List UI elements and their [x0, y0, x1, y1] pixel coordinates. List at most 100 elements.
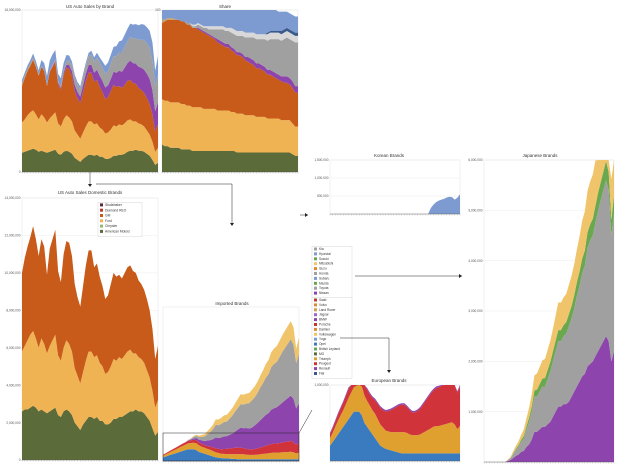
chart-share-title: Share [219, 4, 232, 9]
domestic-legend-label: Diamond REO [105, 208, 127, 212]
domestic-legend-label: GM [105, 214, 111, 218]
imports-series-area-4 [163, 339, 299, 455]
g-euro-legend-label: Land Rover [319, 308, 336, 312]
connector-arrow-4 [459, 274, 462, 278]
domestic-y-tick-label: 4,000,000 [6, 383, 20, 387]
g-euro-legend-swatch [314, 308, 317, 312]
domestic-y-tick-label: 0 [19, 458, 21, 462]
g-japan-legend-swatch [314, 257, 317, 261]
g-japan-legend-swatch [314, 281, 317, 285]
domestic-legend-swatch [100, 208, 103, 212]
domestic-legend-box [97, 202, 143, 237]
domestic-legend-label: American Motors [105, 230, 130, 234]
g-japan-legend-swatch [314, 276, 317, 280]
total-series-area-1 [22, 110, 158, 165]
domestic-legend-swatch [100, 203, 103, 207]
domestic-legend-label: Studebaker [105, 203, 123, 207]
g-euro-legend-label: British Leyland [319, 347, 340, 351]
chart-domestic: US Auto Sales Domestic Brands 0 2,000,000… [5, 190, 159, 462]
domestic-legend-label: Ford [105, 219, 112, 223]
connector-arrow-2 [230, 223, 234, 226]
domestic-legend-swatch [100, 219, 103, 223]
connector-domestic-imports [96, 183, 233, 225]
korean-series-area-0 [330, 194, 460, 214]
g-japan-legend-label: Hyundai [319, 252, 331, 256]
g-euro-legend-label: Daimler [319, 327, 331, 331]
g-euro-legend-label: MG [319, 352, 325, 356]
g-japan-legend-label: Mazda [319, 281, 329, 285]
japanese-series-area-0 [484, 336, 614, 462]
g-japan-legend-label: Mitsubishi [319, 262, 333, 266]
total-series-area-8 [22, 23, 158, 89]
domestic-y-tick-label: 10,000,000 [5, 271, 21, 275]
g-japan-legend-label: Subaru [319, 276, 330, 280]
domestic-series-area-1 [22, 330, 158, 436]
european-y-tick-label: 1,000,000 [314, 383, 328, 387]
domestic-legend-swatch [100, 214, 103, 217]
g-euro-legend-label: Triumph [319, 357, 331, 361]
japanese-y-tick-label: 1,000,000 [468, 410, 482, 414]
connector-zoom-european [298, 409, 313, 434]
domestic-legend-swatch [100, 224, 103, 228]
g-euro-legend-swatch [314, 303, 317, 307]
g-japan-legend-swatch [314, 286, 317, 290]
japanese-y-tick-label: 6,000,000 [468, 158, 482, 162]
japan-legend: KiaHyundaiSuzukiMitsubishiIsuzuHondaSuba… [311, 246, 353, 299]
total-y-tick-label: 0 [19, 170, 21, 174]
domestic-y-tick-label: 2,000,000 [6, 421, 20, 425]
total-series-area-4 [22, 58, 158, 132]
chart-imports-plot [162, 306, 300, 463]
g-euro-legend-label: Renault [319, 367, 330, 371]
g-euro-legend-swatch [314, 332, 317, 336]
japanese-y-tick-label: 2,000,000 [468, 360, 482, 364]
g-japan-legend-swatch [314, 272, 317, 275]
chart-japanese: Japanese Brands 1,000,000 2,000,000 3,000,… [468, 153, 615, 464]
chart-share-plot: 100 [155, 8, 299, 174]
g-euro-legend-label: Peugeot [319, 362, 331, 366]
g-japan-legend-swatch [314, 252, 317, 256]
g-euro-legend-swatch [314, 372, 317, 375]
korean-y-tick-label: 1,500,000 [314, 158, 328, 162]
imports-series-area-3 [163, 395, 299, 455]
g-japan-legend-swatch [314, 267, 317, 271]
japanese-y-tick-label: 3,000,000 [468, 309, 482, 313]
connectors [88, 172, 462, 462]
domestic-y-tick-label: 6,000,000 [6, 346, 20, 350]
domestic-series-area-0 [22, 405, 158, 460]
g-euro-legend-swatch [314, 327, 317, 331]
g-japan-legend-swatch [314, 291, 317, 295]
g-euro-legend-label: Volvo [319, 303, 327, 307]
imports-series-area-0 [163, 449, 299, 461]
chart-japanese-title: Japanese Brands [522, 153, 558, 158]
share-series-area-5 [162, 18, 298, 87]
g-euro-legend-swatch [314, 323, 317, 326]
g-japan-legend-swatch [314, 262, 317, 266]
chart-total-title: US Auto Sales by Brand [66, 4, 115, 9]
g-euro-legend-swatch [314, 313, 317, 317]
european-series-area-3 [330, 385, 460, 435]
g-euro-legend-label: Saab [319, 298, 327, 302]
g-euro-legend-label: Yugo [319, 337, 326, 341]
japanese-series-area-3 [484, 160, 614, 462]
chart-imports: Imported Brands [162, 301, 300, 463]
domestic-series-area-2 [22, 226, 158, 408]
share-y-tick-label: 100 [155, 8, 161, 12]
g-japan-legend-swatch [314, 247, 317, 251]
chart-korean-plot: 500,000 1,000,000 1,500,000 [314, 158, 461, 216]
g-euro-legend-swatch [314, 362, 317, 366]
korean-y-tick-label: 500,000 [317, 194, 329, 198]
chart-european-title: European Brands [371, 378, 407, 383]
chart-korean-title: Korean Brands [374, 153, 405, 158]
domestic-legend-swatch [100, 229, 103, 233]
japanese-series-area-1 [484, 180, 614, 462]
connector-arrow-3 [305, 213, 308, 217]
chart-european-plot: 1,000,000 [314, 383, 461, 463]
g-euro-legend-label: BMW [319, 318, 327, 322]
korean-y-tick-label: 1,000,000 [314, 176, 328, 180]
chart-domestic-plot: 0 2,000,000 4,000,000 6,000,000 8,000,000 10,… [5, 196, 159, 462]
imports-series-area-1 [163, 442, 299, 460]
domestic-y-tick-label: 8,000,000 [6, 308, 20, 312]
total-series-area-0 [22, 148, 158, 172]
